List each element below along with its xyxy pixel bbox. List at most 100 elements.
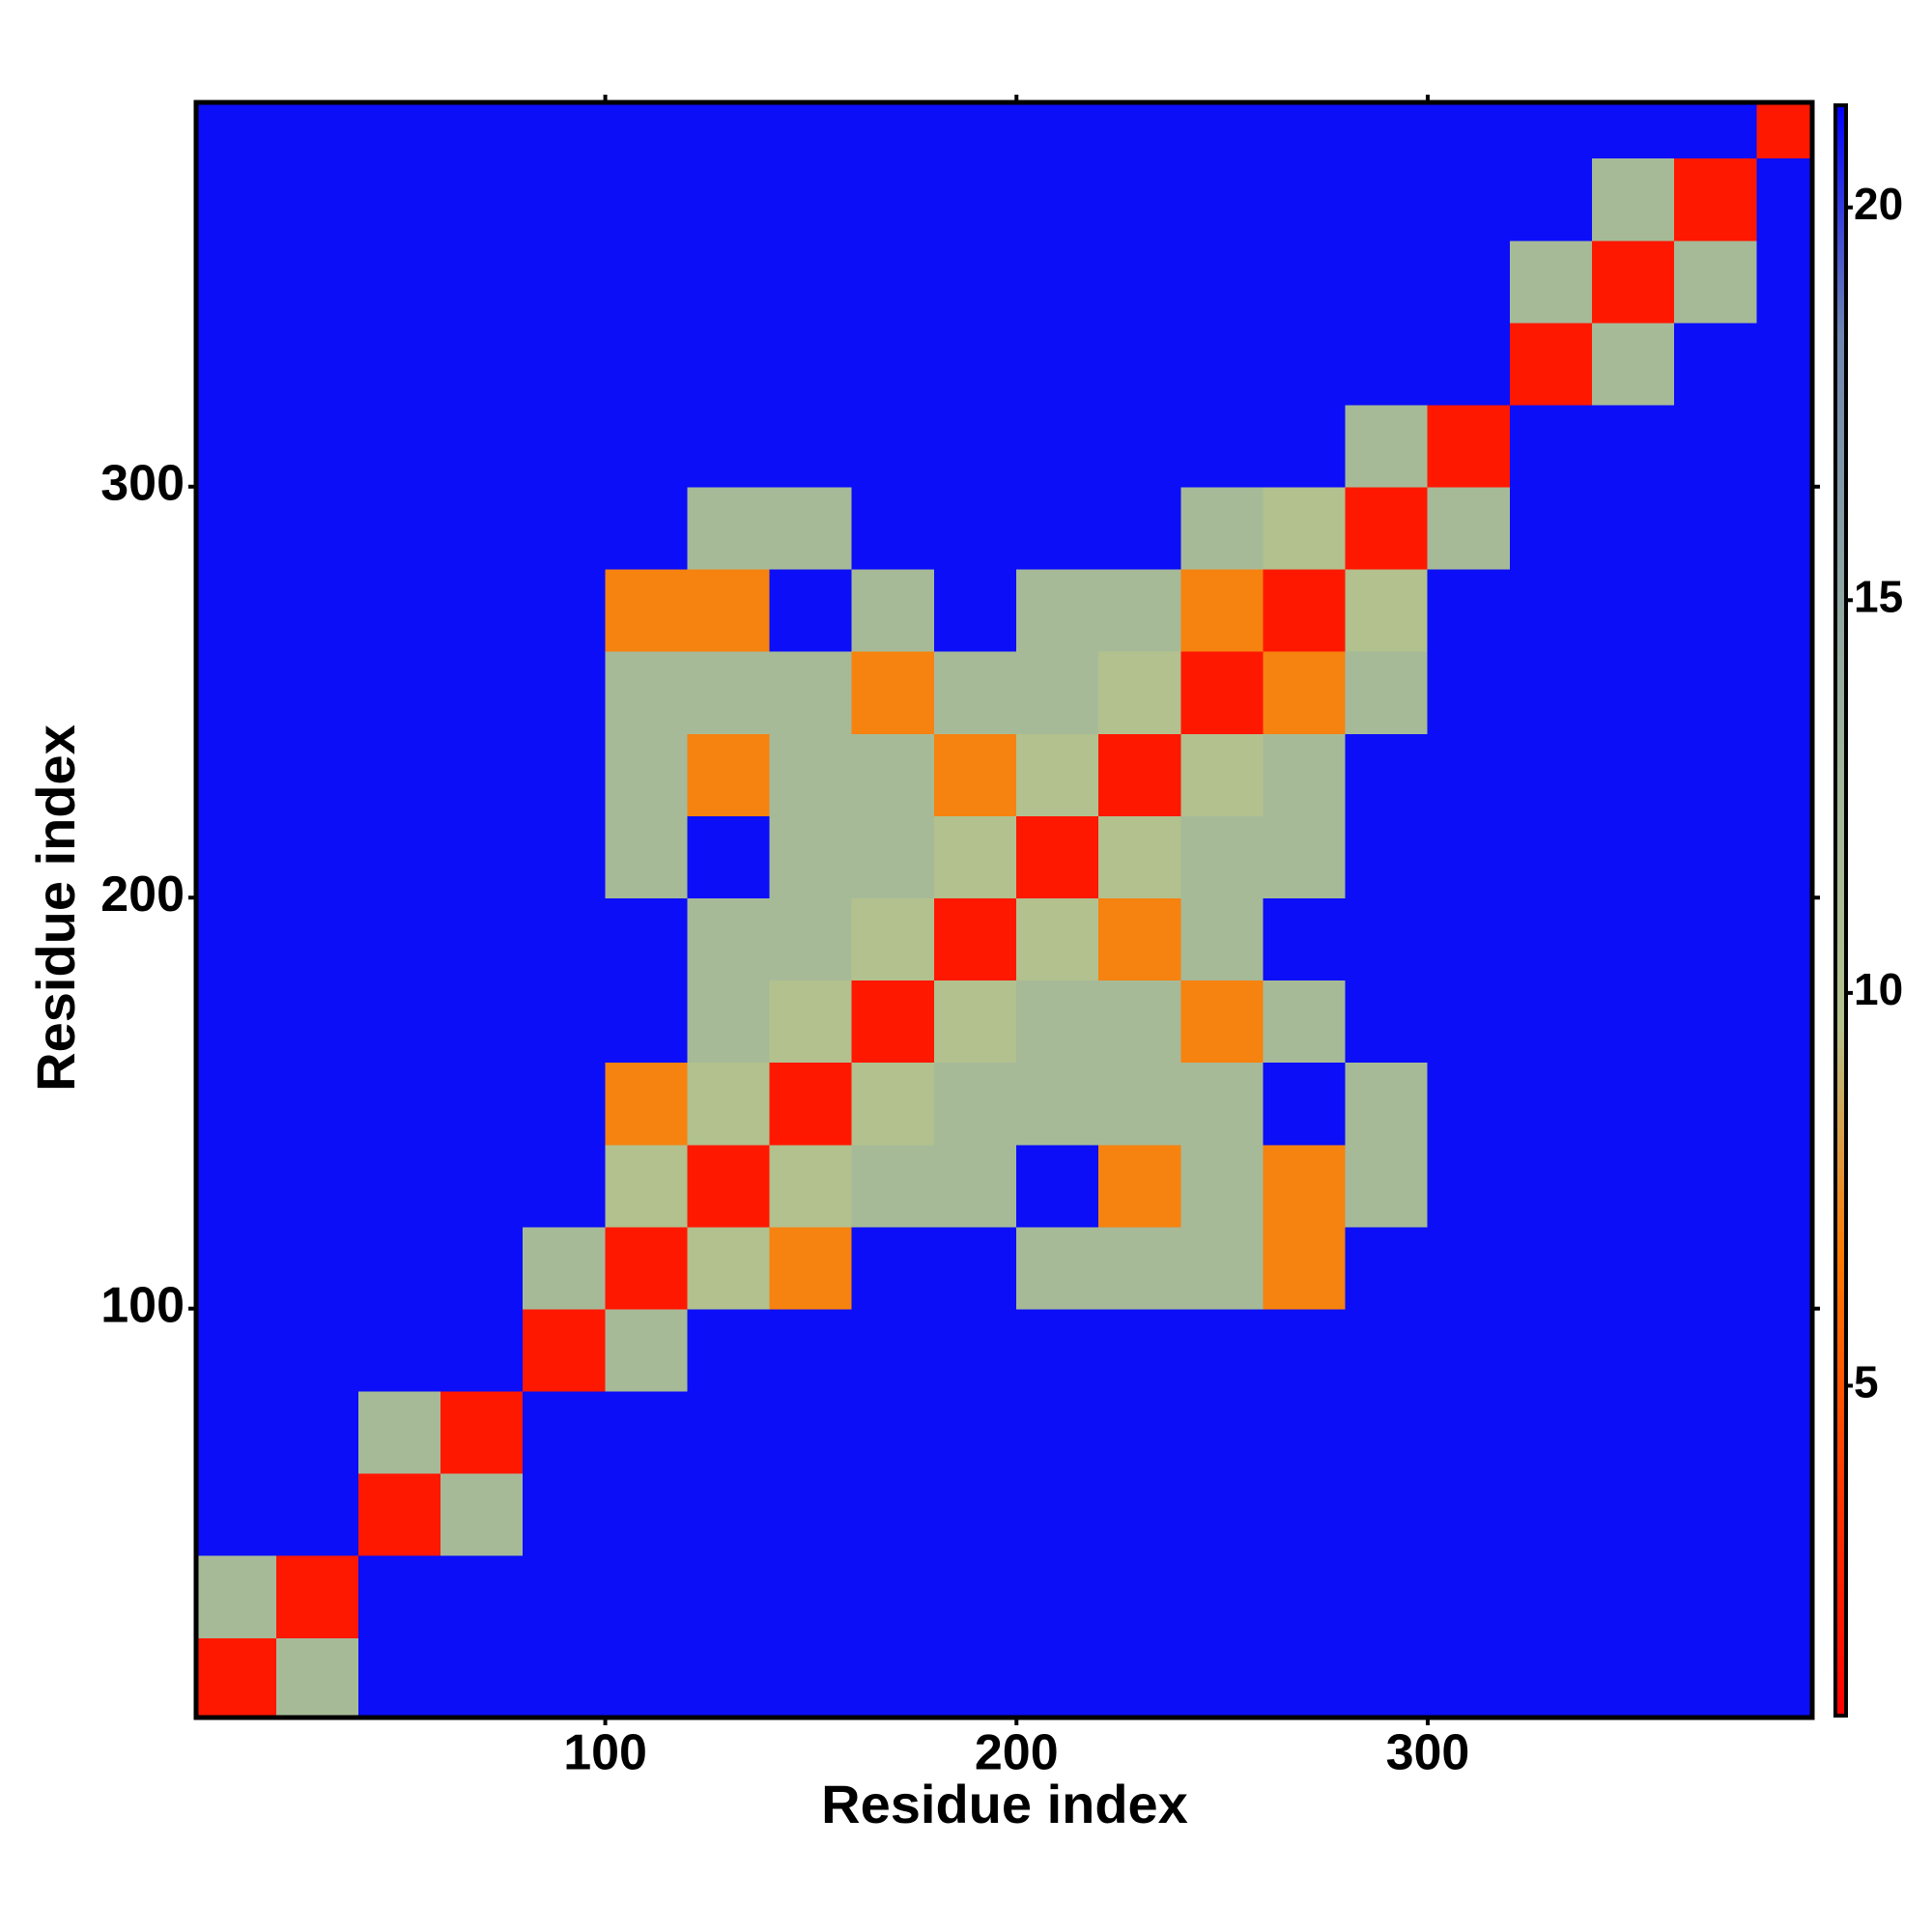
cell (769, 732, 853, 816)
colorbar-tick-label: 5 (1854, 1357, 1879, 1407)
cell (1427, 1390, 1511, 1474)
cell (1345, 1308, 1429, 1392)
cell (769, 814, 853, 898)
cell (275, 157, 359, 242)
cell (1756, 157, 1812, 242)
cell (523, 240, 607, 324)
cell (1592, 896, 1676, 981)
cell (687, 1062, 771, 1146)
cell (1674, 1226, 1758, 1310)
cell (1509, 486, 1594, 570)
cell (1016, 650, 1100, 734)
cell (687, 1472, 771, 1556)
cell (1263, 404, 1347, 488)
cell (357, 1472, 442, 1556)
cell (1180, 650, 1264, 734)
cell (769, 650, 853, 734)
cell (523, 732, 607, 816)
cell (1098, 814, 1182, 898)
cell (1016, 486, 1100, 570)
cell (1509, 1390, 1594, 1474)
cell (1098, 322, 1182, 406)
cell (1016, 1472, 1100, 1556)
cell (196, 240, 277, 324)
cell (1016, 814, 1100, 898)
cell (1345, 404, 1429, 488)
cell (357, 157, 442, 242)
cell (1427, 157, 1511, 242)
cell (1180, 1554, 1264, 1638)
cell (769, 240, 853, 324)
cell (523, 1554, 607, 1638)
cell (1509, 896, 1594, 981)
cell (196, 1636, 277, 1718)
cell (933, 1308, 1018, 1392)
cell (1674, 814, 1758, 898)
cell (440, 650, 525, 734)
cell (851, 1144, 935, 1228)
y-axis-title: Residue index (25, 724, 86, 1092)
cell (1756, 814, 1812, 898)
cell (851, 404, 935, 488)
cell (440, 240, 525, 324)
cell (1756, 1636, 1812, 1718)
cell (440, 102, 525, 159)
cell (769, 1308, 853, 1392)
cell (1756, 404, 1812, 488)
cell (1427, 1144, 1511, 1228)
cell (1180, 1308, 1264, 1392)
cell (1674, 102, 1758, 159)
cell (523, 486, 607, 570)
cell (1345, 240, 1429, 324)
cell (357, 1062, 442, 1146)
cell (1674, 1308, 1758, 1392)
cell (933, 1390, 1018, 1474)
cell (1263, 486, 1347, 570)
cell (933, 486, 1018, 570)
cell (523, 1472, 607, 1556)
y-tick-label: 300 (100, 456, 185, 512)
cell (1756, 102, 1812, 159)
cell (523, 1636, 607, 1718)
cell (1098, 896, 1182, 981)
cell (687, 732, 771, 816)
cell (196, 1554, 277, 1638)
cell (357, 896, 442, 981)
cell (440, 157, 525, 242)
cell (851, 157, 935, 242)
cell (1592, 650, 1676, 734)
cell (1345, 1636, 1429, 1718)
cell (1509, 322, 1594, 406)
cell (769, 1226, 853, 1310)
cell (605, 1636, 689, 1718)
cell (1592, 814, 1676, 898)
cell (851, 1390, 935, 1474)
cell (196, 568, 277, 652)
cell (1016, 980, 1100, 1064)
cell (1592, 1554, 1676, 1638)
cell (933, 102, 1018, 159)
cell (1263, 1144, 1347, 1228)
cell (1756, 1390, 1812, 1474)
y-tick-label: 200 (100, 867, 185, 923)
cell (1509, 1308, 1594, 1392)
cell (687, 568, 771, 652)
cell (769, 322, 853, 406)
cell (1509, 568, 1594, 652)
cell (1509, 1226, 1594, 1310)
x-axis-title: Residue index (821, 1774, 1188, 1834)
cell (1509, 732, 1594, 816)
cell (1098, 1308, 1182, 1392)
cell (1674, 568, 1758, 652)
cell (769, 568, 853, 652)
cell (196, 732, 277, 816)
colorbar (1833, 103, 1848, 1718)
cell (1345, 1554, 1429, 1638)
cell (357, 1636, 442, 1718)
cell (1263, 322, 1347, 406)
cell (1427, 1062, 1511, 1146)
cell (275, 240, 359, 324)
cell (687, 157, 771, 242)
